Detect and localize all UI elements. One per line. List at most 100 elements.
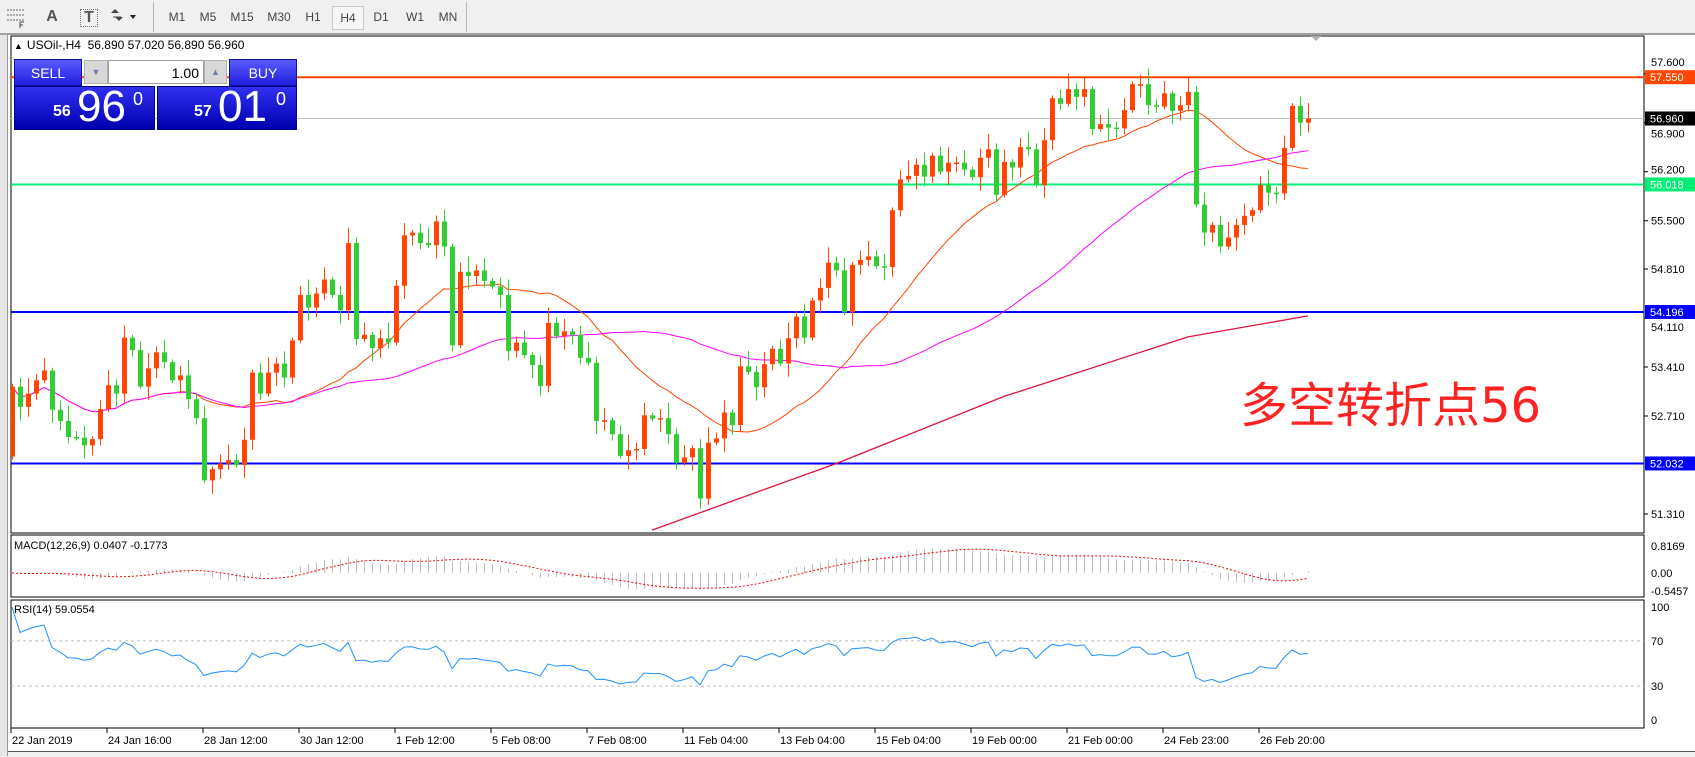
candle <box>402 223 407 300</box>
time-axis-label: 5 Feb 08:00 <box>492 735 551 747</box>
candle-body <box>82 437 87 446</box>
timeframe-m1[interactable]: M1 <box>168 10 186 24</box>
timeframe-h1[interactable]: H1 <box>305 10 321 24</box>
timeframe-m5[interactable]: M5 <box>199 10 217 24</box>
candle <box>74 431 79 441</box>
candle <box>522 330 527 358</box>
candle <box>66 405 71 444</box>
candle <box>530 352 535 379</box>
candle <box>1234 218 1239 251</box>
candle <box>322 267 327 300</box>
candle-body <box>346 243 351 311</box>
volume-input[interactable]: 1.00 <box>108 60 204 84</box>
volume-decrease-button[interactable]: ▼ <box>84 60 108 84</box>
candle <box>506 279 511 361</box>
candle-body <box>282 363 287 378</box>
collapse-triangle-icon[interactable]: ▲ <box>14 41 23 51</box>
macd-pane-frame <box>10 534 1645 598</box>
candle-body <box>90 439 95 446</box>
candle <box>690 445 695 471</box>
candle-body <box>722 412 727 439</box>
candle-body <box>266 372 271 394</box>
candle-body <box>298 294 303 341</box>
candle <box>1042 127 1047 199</box>
candle-body <box>50 370 55 410</box>
timeframe-w1[interactable]: W1 <box>406 10 424 24</box>
candle <box>106 369 111 412</box>
candle-body <box>1266 185 1271 193</box>
candle-body <box>434 221 439 246</box>
candle <box>890 207 895 277</box>
timeframe-h4[interactable]: H4 <box>332 6 364 30</box>
candle <box>170 359 175 384</box>
rsi-axis-label: 30 <box>1651 681 1663 693</box>
price-level-tag-label: 57.550 <box>1650 72 1684 84</box>
candle <box>930 152 935 183</box>
candle-body <box>162 352 167 363</box>
candle-body <box>618 434 623 456</box>
timeframe-m30[interactable]: M30 <box>267 10 291 24</box>
toolbar-separator <box>153 2 154 32</box>
candle-body <box>858 259 863 265</box>
candle <box>298 285 303 344</box>
candle-body <box>474 270 479 276</box>
macd-label: MACD(12,26,9) 0.0407 -0.1773 <box>14 540 167 552</box>
candle-body <box>1106 124 1111 128</box>
candle <box>1002 149 1007 198</box>
candle <box>90 436 95 456</box>
candle-body <box>538 364 543 386</box>
candle <box>754 365 759 401</box>
candle-body <box>1290 105 1295 148</box>
candle-body <box>594 362 599 421</box>
candle-body <box>482 270 487 281</box>
chart-annotation-text[interactable]: 多空转折点56 <box>1240 378 1542 434</box>
candle-body <box>354 243 359 339</box>
candle <box>586 342 591 366</box>
candle-body <box>562 331 567 337</box>
candle-body <box>498 286 503 295</box>
candle-body <box>194 399 199 419</box>
candle-body <box>634 448 639 451</box>
candle-body <box>1082 89 1087 97</box>
sell-price-button[interactable]: 56 96 0 <box>14 85 155 130</box>
candle-body <box>42 370 47 381</box>
volume-increase-button[interactable]: ▲ <box>204 60 227 84</box>
chart-shift-marker-icon[interactable] <box>1311 36 1321 41</box>
candle-body <box>746 366 751 372</box>
buy-button[interactable]: BUY <box>229 59 297 86</box>
candle-body <box>178 375 183 381</box>
candle-body <box>1146 84 1151 106</box>
candle <box>1202 192 1207 246</box>
candle <box>594 356 599 435</box>
timeframe-d1[interactable]: D1 <box>373 10 389 24</box>
toolbar-separator <box>466 2 467 32</box>
candle <box>274 357 279 386</box>
arrows-dropdown-icon[interactable] <box>106 5 140 29</box>
text-box-icon[interactable]: T <box>80 9 98 27</box>
sell-button[interactable]: SELL <box>14 59 82 86</box>
text-label-icon[interactable]: A <box>38 5 66 29</box>
candle <box>306 279 311 321</box>
candle <box>922 152 927 187</box>
price-level-tag <box>1645 456 1695 471</box>
candle <box>1122 97 1127 135</box>
candle-body <box>978 157 983 178</box>
buy-price-button[interactable]: 57 01 0 <box>157 85 297 130</box>
candle <box>290 337 295 384</box>
rsi-pane <box>11 606 1644 687</box>
candle-body <box>154 352 159 369</box>
candle-body <box>98 409 103 440</box>
candle <box>906 160 911 183</box>
timeframe-mn[interactable]: MN <box>438 10 458 24</box>
candle-body <box>1042 140 1047 185</box>
candle <box>738 357 743 432</box>
timeframe-m15[interactable]: M15 <box>230 10 254 24</box>
price-axis-label: 51.310 <box>1651 509 1685 521</box>
candle <box>26 378 31 417</box>
period-separator-grid-icon[interactable] <box>2 5 30 29</box>
candle <box>730 409 735 435</box>
candle-body <box>458 271 463 346</box>
buy-price-small: 57 <box>194 103 212 120</box>
candle <box>450 243 455 352</box>
